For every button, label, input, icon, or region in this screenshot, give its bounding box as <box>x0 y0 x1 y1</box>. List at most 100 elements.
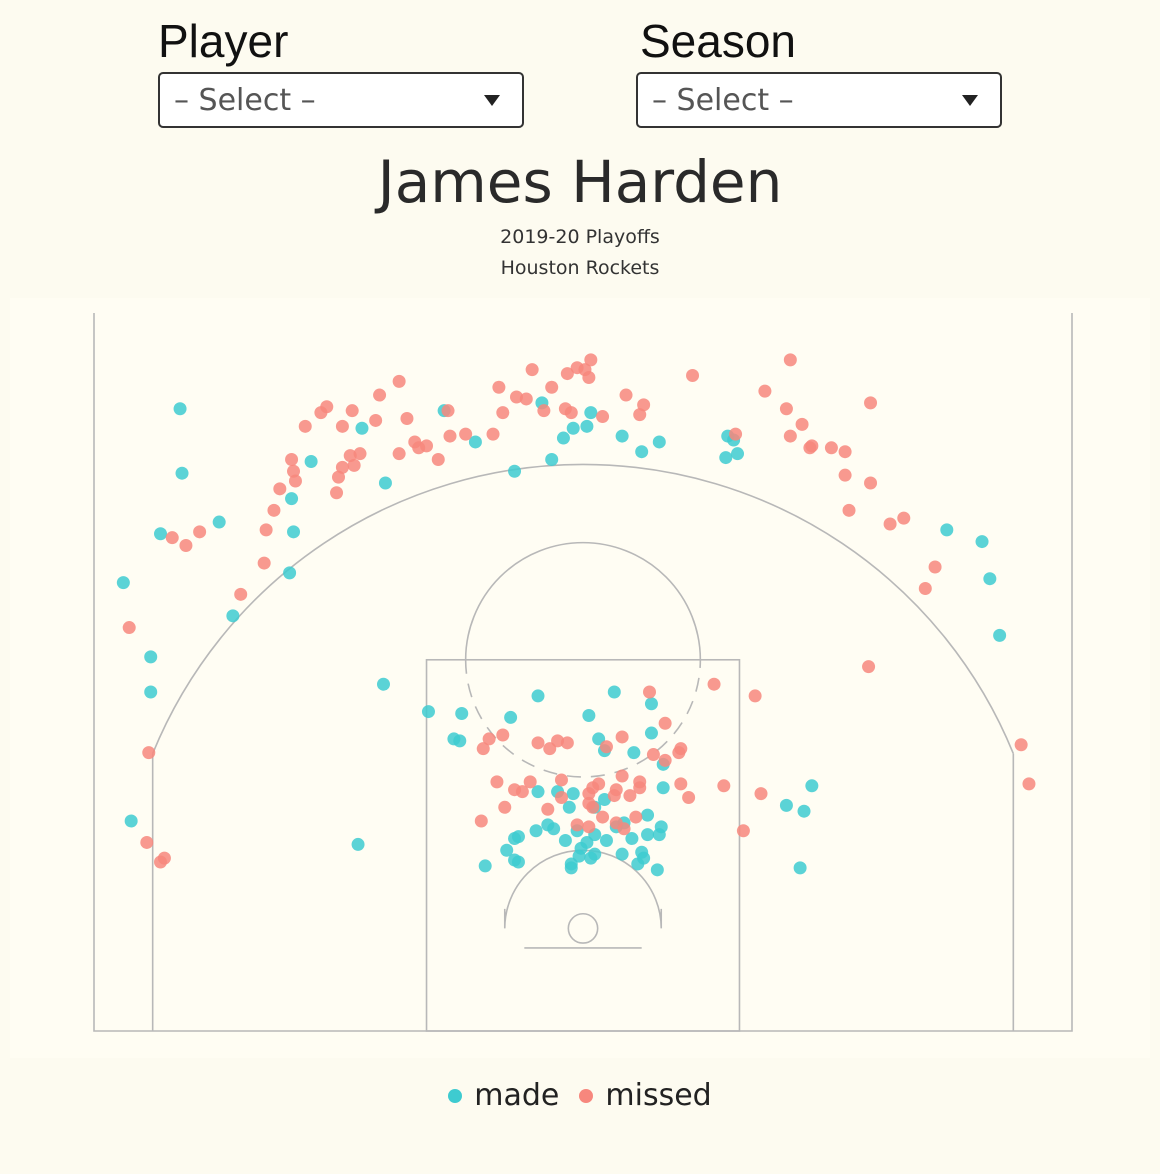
shot-made <box>531 689 545 703</box>
shot-missed <box>584 353 598 367</box>
shot-made <box>511 830 525 844</box>
shot-missed <box>918 581 932 595</box>
rim <box>567 912 599 944</box>
shot-made <box>975 535 989 549</box>
legend-item-missed: missed <box>579 1078 712 1113</box>
shot-made <box>635 445 649 459</box>
shot-made <box>584 851 598 865</box>
shot-missed <box>1014 738 1028 752</box>
shot-missed <box>335 460 349 474</box>
shot-made <box>285 492 299 506</box>
shot-missed <box>615 769 629 783</box>
shot-missed <box>343 449 357 463</box>
season-select-value: – Select – <box>652 82 794 118</box>
shot-missed <box>486 427 500 441</box>
shot-made <box>378 476 392 490</box>
shot-missed <box>864 476 878 490</box>
shot-missed <box>617 822 631 836</box>
shot-missed <box>369 413 383 427</box>
shot-missed <box>646 748 660 762</box>
shot-missed <box>320 400 334 414</box>
shot-missed <box>234 587 248 601</box>
shot-missed <box>717 779 731 793</box>
shot-missed <box>400 412 414 426</box>
shot-missed <box>441 404 455 418</box>
shot-made <box>983 572 997 586</box>
shot-made <box>144 650 158 664</box>
shot-made <box>584 406 598 420</box>
shot-made <box>607 685 621 699</box>
shot-missed <box>353 447 367 461</box>
shot-missed <box>582 370 596 384</box>
shot-made <box>500 843 514 857</box>
chart-subtitle-team: Houston Rockets <box>500 257 660 279</box>
shot-missed <box>629 810 643 824</box>
chevron-down-icon <box>962 94 978 106</box>
shot-missed <box>474 814 488 828</box>
shot-missed <box>330 486 344 500</box>
shot-missed <box>560 367 574 381</box>
shot-missed <box>615 730 629 744</box>
paint <box>425 658 741 1032</box>
shot-made <box>779 798 793 812</box>
shot-made <box>615 429 629 443</box>
shot-missed <box>509 390 523 404</box>
shot-made <box>731 447 745 461</box>
shot-missed <box>508 783 522 797</box>
shot-missed <box>490 775 504 789</box>
shot-missed <box>783 429 797 443</box>
shot-made <box>508 464 522 478</box>
shot-made <box>468 435 482 449</box>
chart-title: James Harden <box>377 148 783 216</box>
shot-missed <box>748 689 762 703</box>
shot-missed <box>805 439 819 453</box>
shot-made <box>641 828 655 842</box>
shot-missed <box>285 453 299 467</box>
shot-made <box>287 525 301 539</box>
shot-missed <box>525 363 539 377</box>
shot-missed <box>332 470 345 484</box>
season-label: Season <box>640 15 797 67</box>
shot-missed <box>570 818 584 832</box>
shot-made <box>455 707 469 721</box>
shot-missed <box>842 503 856 517</box>
shot-missed <box>392 447 406 461</box>
shot-missed <box>267 503 281 517</box>
shot-chart <box>10 298 1150 1058</box>
player-select[interactable]: – Select – <box>158 72 524 128</box>
shot-missed <box>633 408 647 422</box>
season-select[interactable]: – Select – <box>636 72 1002 128</box>
shot-made <box>582 708 596 722</box>
shot-made <box>793 861 807 875</box>
shot-missed <box>633 775 647 789</box>
free-throw-circle-bottom <box>464 659 702 778</box>
shot-missed <box>862 660 876 674</box>
shot-missed <box>560 736 574 750</box>
shot-missed <box>883 517 897 531</box>
shot-missed <box>658 716 672 730</box>
shot-missed <box>420 439 434 453</box>
shot-missed <box>482 732 496 746</box>
court-boundary <box>93 313 1073 1032</box>
shot-missed <box>758 384 772 398</box>
shot-points <box>116 353 1036 877</box>
shot-missed <box>658 753 672 767</box>
shot-missed <box>729 427 743 441</box>
shot-missed <box>142 746 156 760</box>
shot-made <box>805 779 819 793</box>
shot-missed <box>543 742 557 756</box>
shot-made <box>376 677 390 691</box>
shot-made <box>564 857 578 871</box>
shot-made <box>652 435 666 449</box>
shot-made <box>283 566 297 580</box>
shot-missed <box>674 777 688 791</box>
shot-missed <box>459 427 473 441</box>
shot-made <box>144 685 158 699</box>
shot-missed <box>619 388 633 402</box>
shot-made <box>625 832 639 846</box>
shot-missed <box>335 419 349 433</box>
shot-missed <box>838 468 852 482</box>
shot-made <box>212 515 226 529</box>
shot-made <box>797 804 811 818</box>
missed-marker <box>579 1088 594 1103</box>
